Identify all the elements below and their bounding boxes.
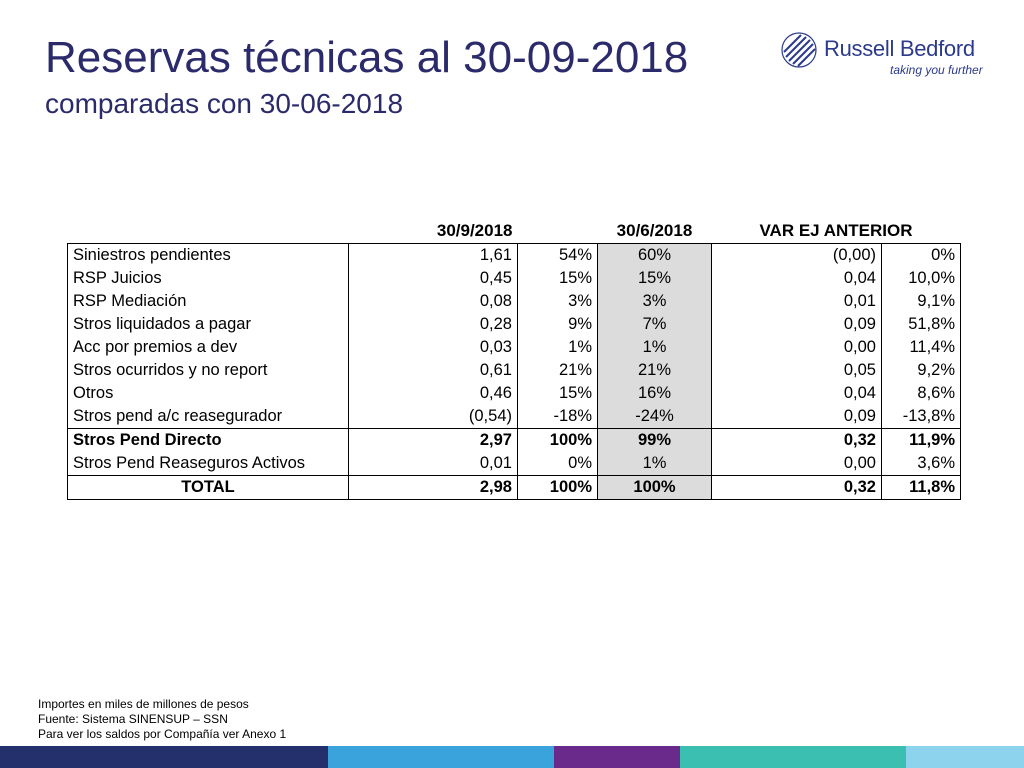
header-previous-date: 30/6/2018 [597, 218, 712, 244]
globe-logo-icon [781, 32, 817, 68]
table-row: Acc por premios a dev 0,03 1% 1% 0,00 11,4% [67, 336, 961, 359]
row-value-current: 0,03 [348, 336, 518, 359]
logo-tagline: taking you further [890, 63, 983, 77]
row-pct-current: 15% [558, 384, 592, 402]
row-pct-current: 1% [568, 338, 592, 356]
table-row: Siniestros pendientes 1,61 54% 60% (0,00) 0% [67, 243, 961, 267]
row-pct-previous: 16% [597, 382, 712, 405]
row-variation-pct: 10,0% [881, 267, 961, 290]
table-row: RSP Juicios 0,45 15% 15% 0,04 10,0% [67, 267, 961, 290]
reserves-table: 30/9/2018 30/6/2018 VAR EJ ANTERIOR Sini… [67, 218, 961, 500]
row-pct-previous: 100% [597, 475, 712, 500]
row-variation-pct: 11,8% [881, 475, 961, 500]
table-header-row: 30/9/2018 30/6/2018 VAR EJ ANTERIOR [67, 218, 961, 244]
row-label: Stros ocurridos y no report [67, 359, 349, 382]
row-variation-pct: 3,6% [881, 452, 961, 476]
row-variation: 0,32 [711, 428, 882, 452]
row-label: Otros [67, 382, 349, 405]
row-pct-current: 100% [517, 475, 598, 500]
row-pct-current: 3% [568, 292, 592, 310]
bar-segment-purple [554, 746, 680, 768]
row-label: Stros pend a/c reasegurador [67, 405, 349, 429]
table-row: TOTAL 2,98 100% 100% 0,32 11,8% [67, 475, 961, 500]
row-label: TOTAL [67, 475, 349, 500]
row-pct-previous: 7% [597, 313, 712, 336]
row-value-current: 2,97 [348, 428, 518, 452]
row-variation: 0,01 [711, 290, 882, 313]
page-subtitle: comparadas con 30-06-2018 [45, 88, 404, 119]
table-row: Stros Pend Reaseguros Activos 0,01 0% 1% 0,0… [67, 452, 961, 476]
row-label: Siniestros pendientes [67, 243, 349, 267]
row-variation: 0,32 [711, 475, 882, 500]
row-variation: 0,09 [711, 405, 882, 429]
bar-segment-blue [328, 746, 554, 768]
row-pct-current: 9% [568, 315, 592, 333]
row-variation: 0,00 [711, 452, 882, 476]
row-pct-current: 21% [558, 361, 592, 379]
header-current-date: 30/9/2018 [348, 218, 518, 244]
footnote-units: Importes en miles de millones de pesos [38, 697, 249, 711]
row-variation-pct: 9,2% [881, 359, 961, 382]
row-variation: 0,04 [711, 267, 882, 290]
row-variation-pct: 8,6% [881, 382, 961, 405]
row-value-current: 0,61 [348, 359, 518, 382]
row-pct-previous: 1% [597, 336, 712, 359]
row-pct-previous: -24% [597, 405, 712, 429]
row-value-current: 0,08 [348, 290, 518, 313]
logo-name: Russell Bedford [824, 36, 975, 61]
row-value-current: 0,45 [348, 267, 518, 290]
row-value-current: 2,98 [348, 475, 518, 500]
row-variation: 0,05 [711, 359, 882, 382]
table-row: Stros liquidados a pagar 0,28 9% 7% 0,09 51,8… [67, 313, 961, 336]
row-pct-current: 100% [517, 428, 598, 452]
row-label: Stros Pend Reaseguros Activos [67, 452, 349, 476]
row-pct-previous: 21% [597, 359, 712, 382]
page-title: Reservas técnicas al 30-09-2018 [45, 33, 689, 82]
row-pct-previous: 60% [597, 243, 712, 267]
row-label: Stros Pend Directo [67, 428, 349, 452]
row-label: RSP Mediación [67, 290, 349, 313]
row-label: RSP Juicios [67, 267, 349, 290]
row-pct-previous: 15% [597, 267, 712, 290]
table-row: Stros Pend Directo 2,97 100% 99% 0,32 11,9% [67, 428, 961, 452]
table-row: RSP Mediación 0,08 3% 3% 0,01 9,1% [67, 290, 961, 313]
row-pct-current: -18% [553, 407, 592, 425]
row-pct-previous: 3% [597, 290, 712, 313]
footnotes: Importes en miles de millones de pesos F… [38, 697, 286, 742]
row-pct-current: 0% [568, 454, 592, 472]
footnote-source: Fuente: Sistema SINENSUP – SSN [38, 712, 228, 726]
table-row: Stros ocurridos y no report 0,61 21% 21% 0,0… [67, 359, 961, 382]
row-variation: 0,09 [711, 313, 882, 336]
row-pct-previous: 99% [597, 428, 712, 452]
bar-segment-light-blue [906, 746, 1024, 768]
row-variation-pct: 0% [881, 243, 961, 267]
company-logo: Russell Bedford taking you further [780, 30, 983, 80]
row-variation: 0,04 [711, 382, 882, 405]
row-pct-current: 54% [558, 246, 592, 264]
row-variation: 0,00 [711, 336, 882, 359]
row-value-current: 0,46 [348, 382, 518, 405]
row-value-current: 1,61 [348, 243, 518, 267]
row-pct-previous: 1% [597, 452, 712, 476]
row-variation-pct: 9,1% [881, 290, 961, 313]
bottom-color-bar [0, 746, 1024, 768]
bar-segment-navy [0, 746, 328, 768]
table-row: Otros 0,46 15% 16% 0,04 8,6% [67, 382, 961, 405]
table-row: Stros pend a/c reasegurador (0,54) -18% -24… [67, 405, 961, 429]
row-value-current: 0,28 [348, 313, 518, 336]
row-pct-current: 15% [558, 269, 592, 287]
row-variation-pct: 51,8% [881, 313, 961, 336]
footnote-annex: Para ver los saldos por Compañía ver Ane… [38, 727, 287, 741]
row-variation-pct: 11,4% [881, 336, 961, 359]
bar-segment-teal [680, 746, 906, 768]
row-variation-pct: -13,8% [881, 405, 961, 429]
row-value-current: (0,54) [348, 405, 518, 429]
row-variation: (0,00) [711, 243, 882, 267]
row-variation-pct: 11,9% [881, 428, 961, 452]
row-label: Acc por premios a dev [67, 336, 349, 359]
header-variation: VAR EJ ANTERIOR [711, 218, 961, 244]
row-label: Stros liquidados a pagar [67, 313, 349, 336]
row-value-current: 0,01 [348, 452, 518, 476]
